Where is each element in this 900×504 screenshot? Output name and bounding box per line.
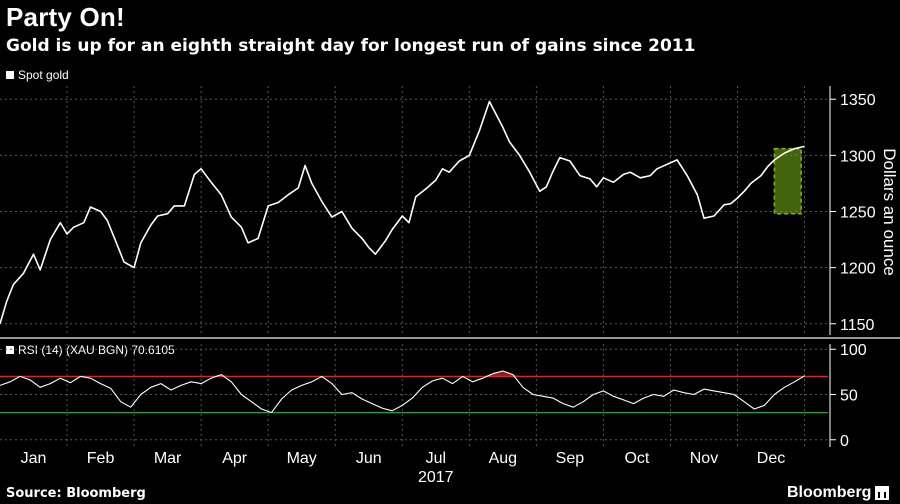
rsi-overbought-fill [512,374,523,377]
x-tick-label: Aug [489,450,517,467]
spot-gold-line [0,100,805,325]
x-tick-label: Sep [556,450,585,467]
rsi-legend-swatch [6,346,14,354]
chart-subtitle: Gold is up for an eighth straight day fo… [6,36,696,56]
price-y-tick-label: 1250 [840,205,876,222]
brand-logo: Bloomberg [787,484,890,502]
x-tick-label: Nov [690,450,718,467]
highlight-box [773,147,802,215]
x-tick-label: Dec [757,450,785,467]
x-tick-label: Jan [21,450,47,467]
x-tick-label: May [287,450,317,467]
bloomberg-icon [875,486,890,500]
rsi-legend: RSI (14) (XAU BGN) 70.6105 [6,343,175,357]
rsi-overbought-fill [794,375,805,377]
x-tick-label: Oct [624,450,649,467]
x-tick-label: Apr [222,450,248,467]
price-legend: Spot gold [6,68,69,82]
x-year-label: 2017 [418,469,454,486]
price-y-tick-label: 1350 [840,92,876,109]
legend-label: Spot gold [18,68,69,82]
rsi-y-tick-label: 100 [840,342,867,359]
rsi-overbought-fill [492,370,503,377]
source-note: Source: Bloomberg [6,486,146,501]
legend-swatch [6,71,14,79]
chart-title: Party On! [6,2,125,32]
brand-name: Bloomberg [787,484,872,501]
x-tick-label: Feb [87,450,115,467]
price-y-tick-label: 1300 [840,148,876,165]
price-y-tick-label: 1200 [840,261,876,278]
rsi-line [0,370,805,414]
x-tick-label: Mar [154,450,182,467]
rsi-y-tick-label: 50 [840,388,858,405]
x-tick-label: Jul [426,450,446,467]
rsi-y-tick-label: 0 [840,433,849,450]
price-y-tick-label: 1150 [840,317,875,334]
rsi-legend-label: RSI (14) (XAU BGN) 70.6105 [18,343,175,357]
x-tick-label: Jun [356,450,382,467]
